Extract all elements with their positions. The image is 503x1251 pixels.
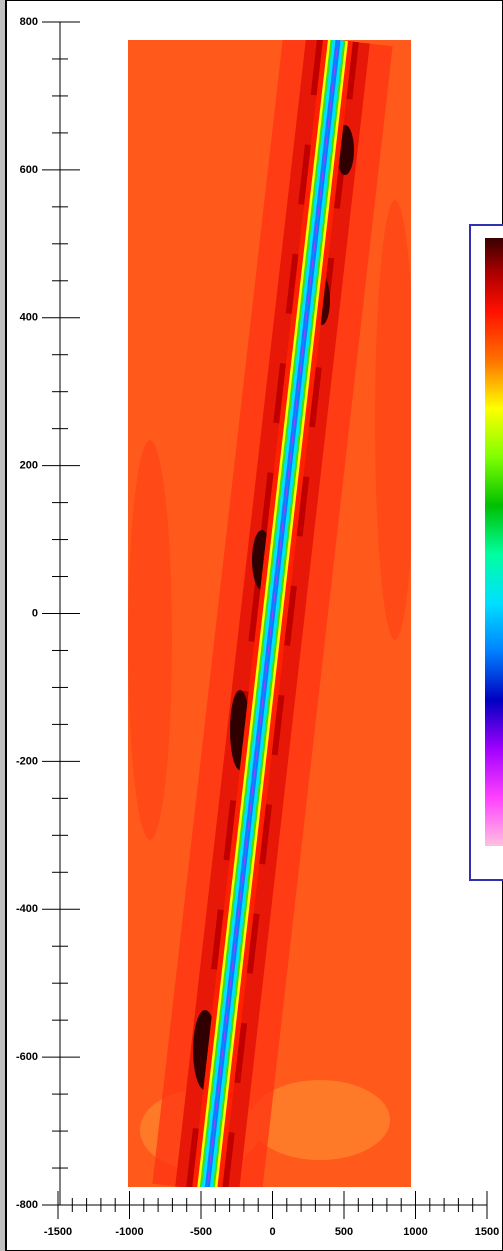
y-tick-label: 200 [20,460,38,472]
x-tick-label: 500 [335,1226,353,1238]
y-tick-label: 600 [20,164,38,176]
y-tick-label: -200 [16,755,38,767]
axes: -800 -600 -400 -200 0 200 400 600 800 -1500 -1000 -… [16,16,499,1238]
y-tick-label: -800 [16,1199,38,1211]
x-tick-label: -500 [190,1226,212,1238]
colorbar [485,238,503,846]
x-tick-label: -1500 [44,1226,72,1238]
y-tick-label: 400 [20,312,38,324]
x-tick-label: 1000 [403,1226,427,1238]
x-tick-label: 1500 [475,1226,499,1238]
y-tick-label: -600 [16,1051,38,1063]
y-tick-label: 800 [20,16,38,28]
x-tick-label: -1000 [115,1226,143,1238]
x-tick-label: 0 [269,1226,275,1238]
y-tick-label: 0 [32,607,38,619]
contour-field [128,40,411,1187]
y-tick-label: -400 [16,903,38,915]
